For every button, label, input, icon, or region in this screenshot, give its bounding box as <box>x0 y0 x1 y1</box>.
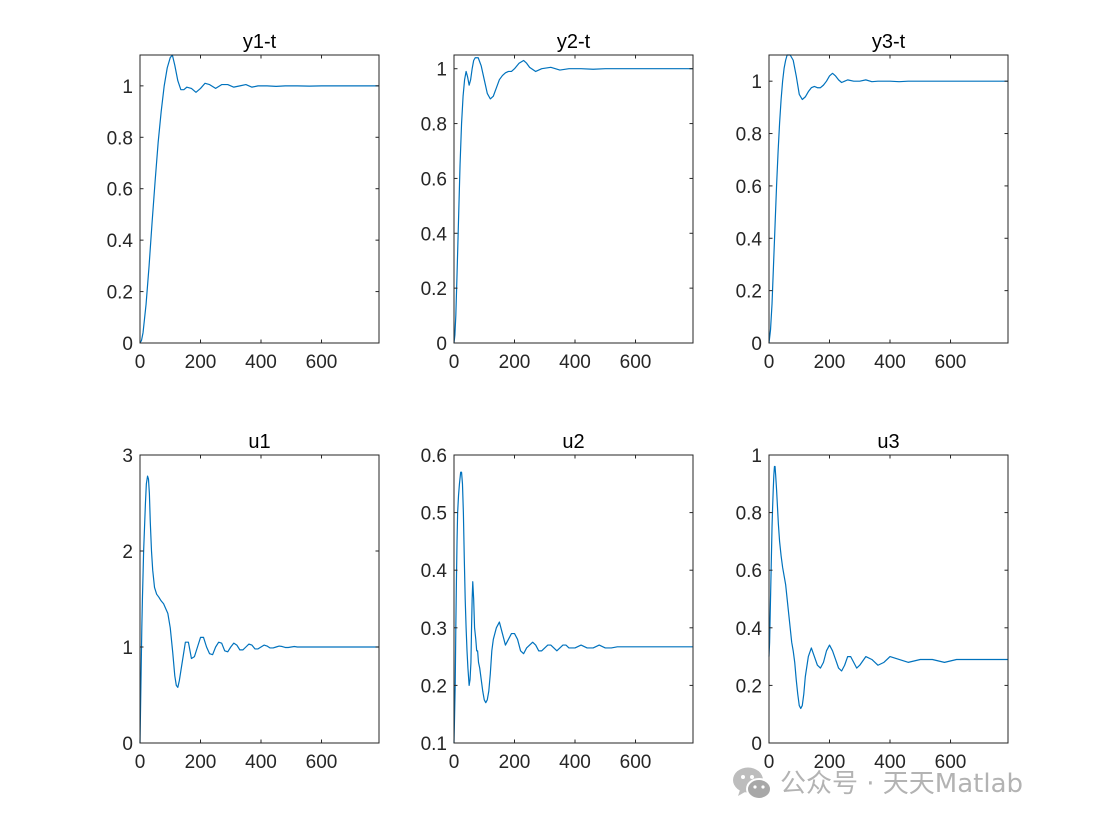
subplot-5: 0 200 400 600 0.1 0.2 0.3 0.4 0.5 0.6 u2 <box>421 431 694 773</box>
y-tick-label: 1 <box>122 77 133 98</box>
y-tick-label: 1 <box>751 446 762 467</box>
y-tick-label: 0.3 <box>421 619 447 640</box>
y-tick-label: 0.8 <box>736 125 762 146</box>
x-tick-label: 600 <box>306 752 338 773</box>
x-tick-label: 600 <box>620 752 652 773</box>
subplot-title: u1 <box>248 431 270 453</box>
x-tick-label: 200 <box>814 352 846 373</box>
y-tick-label: 0.6 <box>736 561 762 582</box>
x-tick-label: 400 <box>874 352 906 373</box>
y-tick-label: 0.4 <box>736 229 763 250</box>
x-tick-label: 0 <box>135 352 146 373</box>
x-tick-label: 200 <box>185 752 217 773</box>
axes-frame <box>453 54 694 344</box>
subplot-title: u2 <box>562 431 584 453</box>
y-tick-label: 0.2 <box>421 676 447 697</box>
subplot-3: 0 200 400 600 0 0.2 0.4 0.6 0.8 1 y3-t <box>736 31 1009 373</box>
series-line <box>453 471 693 744</box>
x-tick-label: 0 <box>764 752 775 773</box>
y-tick-label: 3 <box>122 446 133 467</box>
subplot-title: y1-t <box>243 31 277 53</box>
subplot-title: y2-t <box>557 31 591 53</box>
x-tick-label: 200 <box>185 352 217 373</box>
y-tick-label: 0.5 <box>421 504 447 525</box>
y-tick-label: 0.4 <box>107 231 134 252</box>
y-tick-label: 0.8 <box>107 128 133 149</box>
y-tick-label: 0 <box>751 734 762 755</box>
x-tick-label: 400 <box>559 752 591 773</box>
x-tick-label: 0 <box>764 352 775 373</box>
y-tick-label: 0.4 <box>421 224 448 245</box>
y-tick-label: 1 <box>751 72 762 93</box>
subplot-2: 0 200 400 600 0 0.2 0.4 0.6 0.8 1 y2-t <box>421 31 694 373</box>
x-tick-label: 600 <box>306 352 338 373</box>
series-line <box>768 54 1008 344</box>
y-tick-label: 0.2 <box>107 283 133 304</box>
x-tick-label: 600 <box>935 352 967 373</box>
y-tick-label: 0.8 <box>736 504 762 525</box>
subplot-1: 0 200 400 600 0 0.2 0.4 0.6 0.8 1 y1-t <box>107 31 380 373</box>
y-tick-label: 0 <box>751 334 762 355</box>
x-tick-label: 200 <box>499 752 531 773</box>
y-tick-label: 0.6 <box>736 177 762 198</box>
y-tick-label: 1 <box>436 60 447 81</box>
x-tick-label: 0 <box>449 352 460 373</box>
x-tick-label: 200 <box>499 352 531 373</box>
x-tick-label: 600 <box>620 352 652 373</box>
axes-frame <box>768 54 1009 344</box>
series-line <box>139 475 379 744</box>
y-tick-label: 0.6 <box>421 169 447 190</box>
axes-frame <box>453 454 694 744</box>
y-tick-label: 0 <box>436 334 447 355</box>
x-tick-label: 400 <box>559 352 591 373</box>
watermark-text: 公众号 · 天天Matlab <box>780 769 1023 799</box>
y-tick-label: 0.6 <box>421 446 447 467</box>
subplot-title: u3 <box>877 431 899 453</box>
x-tick-label: 400 <box>874 752 906 773</box>
y-tick-label: 0.4 <box>736 619 763 640</box>
y-tick-label: 0.1 <box>421 734 447 755</box>
x-tick-label: 600 <box>935 752 967 773</box>
subplot-title: y3-t <box>872 31 906 53</box>
axes-frame <box>139 454 380 744</box>
y-tick-label: 0.6 <box>107 180 133 201</box>
subplot-4: 0 200 400 600 0 1 2 3 u1 <box>122 431 380 773</box>
axes-frame <box>768 454 1009 744</box>
x-tick-label: 400 <box>245 352 277 373</box>
series-line <box>139 54 379 344</box>
x-tick-label: 0 <box>449 752 460 773</box>
x-tick-label: 400 <box>245 752 277 773</box>
y-tick-label: 0 <box>122 334 133 355</box>
axes-frame <box>139 54 380 344</box>
y-tick-label: 0.2 <box>736 676 762 697</box>
y-tick-label: 0 <box>122 734 133 755</box>
x-tick-label: 0 <box>135 752 146 773</box>
y-tick-label: 0.8 <box>421 115 447 136</box>
y-tick-label: 1 <box>122 638 133 659</box>
x-tick-label: 200 <box>814 752 846 773</box>
series-line <box>453 57 693 344</box>
y-tick-label: 0.2 <box>736 282 762 303</box>
y-tick-label: 2 <box>122 542 133 563</box>
wechat-icon <box>733 767 772 800</box>
series-line <box>768 465 1008 710</box>
subplot-6: 0 200 400 600 0 0.2 0.4 0.6 0.8 1 u3 <box>736 431 1009 773</box>
watermark: 公众号 · 天天Matlab <box>733 767 1023 800</box>
y-tick-label: 0.4 <box>421 561 448 582</box>
y-tick-label: 0.2 <box>421 279 447 300</box>
